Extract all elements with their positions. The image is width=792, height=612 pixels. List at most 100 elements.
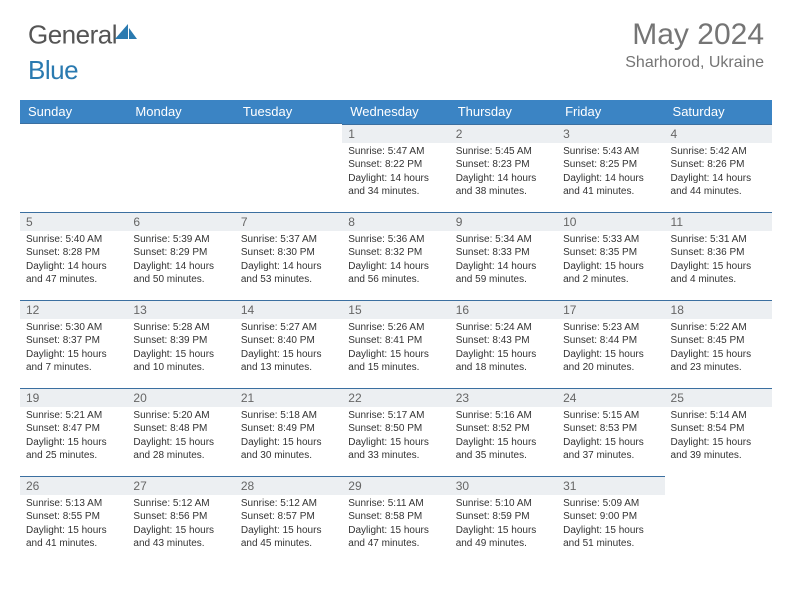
day-number: 18 (665, 300, 772, 319)
header: GeneralBlue May 2024 Sharhorod, Ukraine (0, 0, 792, 92)
day-number: 22 (342, 388, 449, 407)
day-header: Sunday (20, 100, 127, 124)
day-number: 8 (342, 212, 449, 231)
day-cell: 31Sunrise: 5:09 AMSunset: 9:00 PMDayligh… (557, 476, 664, 564)
day-info: Sunrise: 5:37 AMSunset: 8:30 PMDaylight:… (235, 231, 342, 291)
day-number: 9 (450, 212, 557, 231)
day-number: 3 (557, 124, 664, 143)
empty-cell (20, 124, 127, 212)
day-info: Sunrise: 5:13 AMSunset: 8:55 PMDaylight:… (20, 495, 127, 555)
day-cell: 15Sunrise: 5:26 AMSunset: 8:41 PMDayligh… (342, 300, 449, 388)
logo-word-2: Blue (28, 55, 78, 85)
day-cell: 4Sunrise: 5:42 AMSunset: 8:26 PMDaylight… (665, 124, 772, 212)
day-number: 24 (557, 388, 664, 407)
day-header: Monday (127, 100, 234, 124)
day-info: Sunrise: 5:22 AMSunset: 8:45 PMDaylight:… (665, 319, 772, 379)
day-cell: 14Sunrise: 5:27 AMSunset: 8:40 PMDayligh… (235, 300, 342, 388)
day-cell: 8Sunrise: 5:36 AMSunset: 8:32 PMDaylight… (342, 212, 449, 300)
day-cell: 7Sunrise: 5:37 AMSunset: 8:30 PMDaylight… (235, 212, 342, 300)
day-number: 19 (20, 388, 127, 407)
day-info: Sunrise: 5:16 AMSunset: 8:52 PMDaylight:… (450, 407, 557, 467)
day-cell: 1Sunrise: 5:47 AMSunset: 8:22 PMDaylight… (342, 124, 449, 212)
day-number: 12 (20, 300, 127, 319)
day-number: 21 (235, 388, 342, 407)
day-info: Sunrise: 5:17 AMSunset: 8:50 PMDaylight:… (342, 407, 449, 467)
day-info: Sunrise: 5:11 AMSunset: 8:58 PMDaylight:… (342, 495, 449, 555)
day-number: 10 (557, 212, 664, 231)
day-cell: 10Sunrise: 5:33 AMSunset: 8:35 PMDayligh… (557, 212, 664, 300)
day-info: Sunrise: 5:34 AMSunset: 8:33 PMDaylight:… (450, 231, 557, 291)
day-info: Sunrise: 5:09 AMSunset: 9:00 PMDaylight:… (557, 495, 664, 555)
day-info: Sunrise: 5:28 AMSunset: 8:39 PMDaylight:… (127, 319, 234, 379)
calendar-row: 5Sunrise: 5:40 AMSunset: 8:28 PMDaylight… (20, 212, 772, 300)
empty-cell (665, 476, 772, 564)
day-header: Tuesday (235, 100, 342, 124)
day-cell: 29Sunrise: 5:11 AMSunset: 8:58 PMDayligh… (342, 476, 449, 564)
calendar-body: 1Sunrise: 5:47 AMSunset: 8:22 PMDaylight… (20, 124, 772, 564)
day-header: Friday (557, 100, 664, 124)
day-cell: 25Sunrise: 5:14 AMSunset: 8:54 PMDayligh… (665, 388, 772, 476)
logo: General Blue (28, 18, 137, 86)
day-cell: 13Sunrise: 5:28 AMSunset: 8:39 PMDayligh… (127, 300, 234, 388)
day-cell: 17Sunrise: 5:23 AMSunset: 8:44 PMDayligh… (557, 300, 664, 388)
day-cell: 20Sunrise: 5:20 AMSunset: 8:48 PMDayligh… (127, 388, 234, 476)
day-number: 1 (342, 124, 449, 143)
day-cell: 22Sunrise: 5:17 AMSunset: 8:50 PMDayligh… (342, 388, 449, 476)
day-header: Wednesday (342, 100, 449, 124)
day-number: 5 (20, 212, 127, 231)
day-info: Sunrise: 5:27 AMSunset: 8:40 PMDaylight:… (235, 319, 342, 379)
calendar-row: 26Sunrise: 5:13 AMSunset: 8:55 PMDayligh… (20, 476, 772, 564)
calendar-row: 19Sunrise: 5:21 AMSunset: 8:47 PMDayligh… (20, 388, 772, 476)
logo-text: General Blue (28, 18, 137, 86)
day-number: 6 (127, 212, 234, 231)
day-info: Sunrise: 5:40 AMSunset: 8:28 PMDaylight:… (20, 231, 127, 291)
day-number: 16 (450, 300, 557, 319)
day-header: Saturday (665, 100, 772, 124)
day-info: Sunrise: 5:43 AMSunset: 8:25 PMDaylight:… (557, 143, 664, 203)
day-cell: 30Sunrise: 5:10 AMSunset: 8:59 PMDayligh… (450, 476, 557, 564)
day-cell: 21Sunrise: 5:18 AMSunset: 8:49 PMDayligh… (235, 388, 342, 476)
day-cell: 11Sunrise: 5:31 AMSunset: 8:36 PMDayligh… (665, 212, 772, 300)
calendar-table: SundayMondayTuesdayWednesdayThursdayFrid… (20, 100, 772, 564)
day-info: Sunrise: 5:33 AMSunset: 8:35 PMDaylight:… (557, 231, 664, 291)
day-number: 29 (342, 476, 449, 495)
day-cell: 28Sunrise: 5:12 AMSunset: 8:57 PMDayligh… (235, 476, 342, 564)
day-info: Sunrise: 5:12 AMSunset: 8:57 PMDaylight:… (235, 495, 342, 555)
day-info: Sunrise: 5:26 AMSunset: 8:41 PMDaylight:… (342, 319, 449, 379)
day-info: Sunrise: 5:23 AMSunset: 8:44 PMDaylight:… (557, 319, 664, 379)
day-cell: 26Sunrise: 5:13 AMSunset: 8:55 PMDayligh… (20, 476, 127, 564)
day-cell: 16Sunrise: 5:24 AMSunset: 8:43 PMDayligh… (450, 300, 557, 388)
day-number: 17 (557, 300, 664, 319)
day-info: Sunrise: 5:39 AMSunset: 8:29 PMDaylight:… (127, 231, 234, 291)
empty-cell (127, 124, 234, 212)
day-number: 7 (235, 212, 342, 231)
day-info: Sunrise: 5:14 AMSunset: 8:54 PMDaylight:… (665, 407, 772, 467)
day-cell: 5Sunrise: 5:40 AMSunset: 8:28 PMDaylight… (20, 212, 127, 300)
day-header-row: SundayMondayTuesdayWednesdayThursdayFrid… (20, 100, 772, 124)
day-info: Sunrise: 5:15 AMSunset: 8:53 PMDaylight:… (557, 407, 664, 467)
day-cell: 2Sunrise: 5:45 AMSunset: 8:23 PMDaylight… (450, 124, 557, 212)
day-number: 15 (342, 300, 449, 319)
day-info: Sunrise: 5:18 AMSunset: 8:49 PMDaylight:… (235, 407, 342, 467)
day-number: 20 (127, 388, 234, 407)
day-number: 28 (235, 476, 342, 495)
day-number: 2 (450, 124, 557, 143)
day-info: Sunrise: 5:42 AMSunset: 8:26 PMDaylight:… (665, 143, 772, 203)
day-header: Thursday (450, 100, 557, 124)
calendar-head: SundayMondayTuesdayWednesdayThursdayFrid… (20, 100, 772, 124)
day-info: Sunrise: 5:47 AMSunset: 8:22 PMDaylight:… (342, 143, 449, 203)
day-cell: 9Sunrise: 5:34 AMSunset: 8:33 PMDaylight… (450, 212, 557, 300)
calendar-row: 12Sunrise: 5:30 AMSunset: 8:37 PMDayligh… (20, 300, 772, 388)
day-number: 25 (665, 388, 772, 407)
day-number: 11 (665, 212, 772, 231)
day-number: 23 (450, 388, 557, 407)
day-info: Sunrise: 5:21 AMSunset: 8:47 PMDaylight:… (20, 407, 127, 467)
logo-word-1: General (28, 19, 117, 49)
day-number: 26 (20, 476, 127, 495)
day-cell: 6Sunrise: 5:39 AMSunset: 8:29 PMDaylight… (127, 212, 234, 300)
empty-cell (235, 124, 342, 212)
day-number: 4 (665, 124, 772, 143)
day-cell: 23Sunrise: 5:16 AMSunset: 8:52 PMDayligh… (450, 388, 557, 476)
day-info: Sunrise: 5:31 AMSunset: 8:36 PMDaylight:… (665, 231, 772, 291)
day-number: 14 (235, 300, 342, 319)
